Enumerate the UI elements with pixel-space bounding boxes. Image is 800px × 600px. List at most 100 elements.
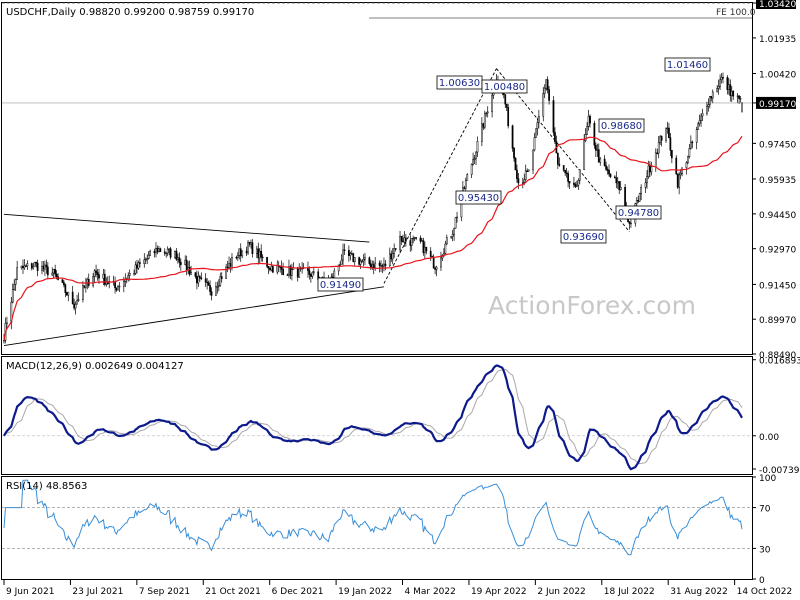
candle-body — [514, 157, 517, 171]
candle-body — [732, 90, 735, 97]
candle-body — [710, 96, 713, 99]
candle-body — [3, 339, 5, 342]
candle-body — [13, 284, 16, 290]
candle-body — [589, 115, 591, 124]
candle-body — [552, 100, 555, 133]
candle-body — [143, 259, 146, 264]
candle-body — [421, 240, 423, 242]
candle-body — [719, 79, 721, 87]
candle-body — [505, 103, 508, 108]
candle-body — [726, 77, 729, 90]
rsi-tick-label: 70 — [759, 505, 771, 515]
candle-body — [507, 107, 510, 126]
candle-body — [291, 269, 293, 276]
annotation-label: 1.00630 — [439, 78, 480, 89]
candle-body — [378, 262, 381, 266]
candle-body — [440, 257, 442, 268]
annotation-box — [317, 277, 364, 292]
candle-body — [255, 248, 258, 254]
time-tick-label: 19 Jan 2022 — [338, 587, 392, 597]
candle-body — [159, 248, 162, 252]
macd-layer: 0.016893 0.00 -0.007393 — [2, 357, 800, 476]
candle-body — [485, 112, 488, 115]
swing-dashed-up — [383, 68, 497, 284]
candle-body — [435, 266, 438, 270]
candle-body — [533, 137, 536, 151]
candle-body — [650, 166, 653, 173]
candle-body — [394, 248, 397, 250]
candle-body — [391, 253, 394, 260]
candle-body — [687, 156, 689, 163]
candle-body — [415, 237, 417, 239]
candle-body — [361, 260, 363, 263]
candle-body — [425, 246, 428, 252]
candle-body — [30, 263, 33, 269]
candle-body — [736, 95, 739, 97]
candle-body — [147, 254, 150, 259]
candle-body — [388, 253, 391, 266]
candle-body — [605, 165, 607, 170]
candle-body — [548, 89, 550, 101]
macd-tick-label: 0.016893 — [759, 357, 800, 367]
candle-body — [42, 265, 45, 270]
candle-body — [266, 257, 268, 267]
price-tick-label: 0.91450 — [759, 281, 796, 291]
candle-body — [190, 272, 192, 275]
candle-body — [524, 170, 527, 180]
candle-body — [102, 273, 105, 279]
candlestick-series — [3, 72, 743, 344]
time-tick-label: 9 Jun 2021 — [6, 587, 54, 597]
annotation-label: 0.91490 — [320, 280, 361, 291]
candle-body — [364, 257, 366, 260]
candle-body — [646, 176, 648, 184]
candle-body — [675, 157, 678, 175]
candle-body — [393, 248, 396, 254]
candle-body — [35, 261, 38, 264]
candle-body — [236, 255, 239, 259]
candle-body — [729, 84, 732, 97]
candle-body — [486, 111, 489, 114]
rsi-tick-label: 0 — [759, 576, 765, 586]
macd-signal-line — [3, 368, 743, 465]
candle-body — [568, 181, 571, 184]
annotation-box — [560, 229, 607, 244]
candle-body — [576, 184, 578, 187]
candle-body — [149, 250, 152, 256]
candle-body — [144, 259, 147, 261]
time-tick-label: 23 Jul 2021 — [72, 587, 123, 597]
candle-body — [665, 128, 667, 141]
candle-body — [453, 227, 455, 235]
annotation-label: 0.98680 — [601, 121, 642, 132]
candle-body — [383, 263, 385, 267]
candle-body — [188, 267, 191, 275]
candle-body — [51, 272, 54, 276]
candle-body — [688, 148, 691, 157]
candle-body — [311, 272, 314, 277]
candle-body — [594, 145, 597, 151]
candle-body — [727, 84, 730, 90]
candle-body — [464, 180, 467, 189]
candle-body — [413, 237, 416, 239]
candle-body — [115, 287, 118, 291]
candle-body — [451, 233, 454, 237]
candle-body — [64, 284, 67, 293]
candle-body — [538, 115, 540, 123]
candle-body — [25, 265, 27, 267]
candle-body — [200, 277, 203, 280]
candle-body — [238, 248, 241, 256]
candle-body — [517, 178, 520, 184]
candle-body — [707, 104, 710, 107]
candle-body — [466, 174, 469, 181]
candle-body — [536, 122, 539, 129]
candle-body — [689, 141, 692, 149]
candle-body — [128, 273, 131, 276]
annotation-box — [598, 118, 645, 133]
time-tick-label: 21 Oct 2021 — [205, 587, 261, 597]
candle-body — [267, 265, 270, 269]
candle-body — [481, 123, 483, 142]
candle-body — [155, 248, 157, 254]
candle-body — [542, 93, 545, 117]
current-price-label: 0.99170 — [759, 100, 796, 110]
candle-body — [158, 248, 160, 253]
